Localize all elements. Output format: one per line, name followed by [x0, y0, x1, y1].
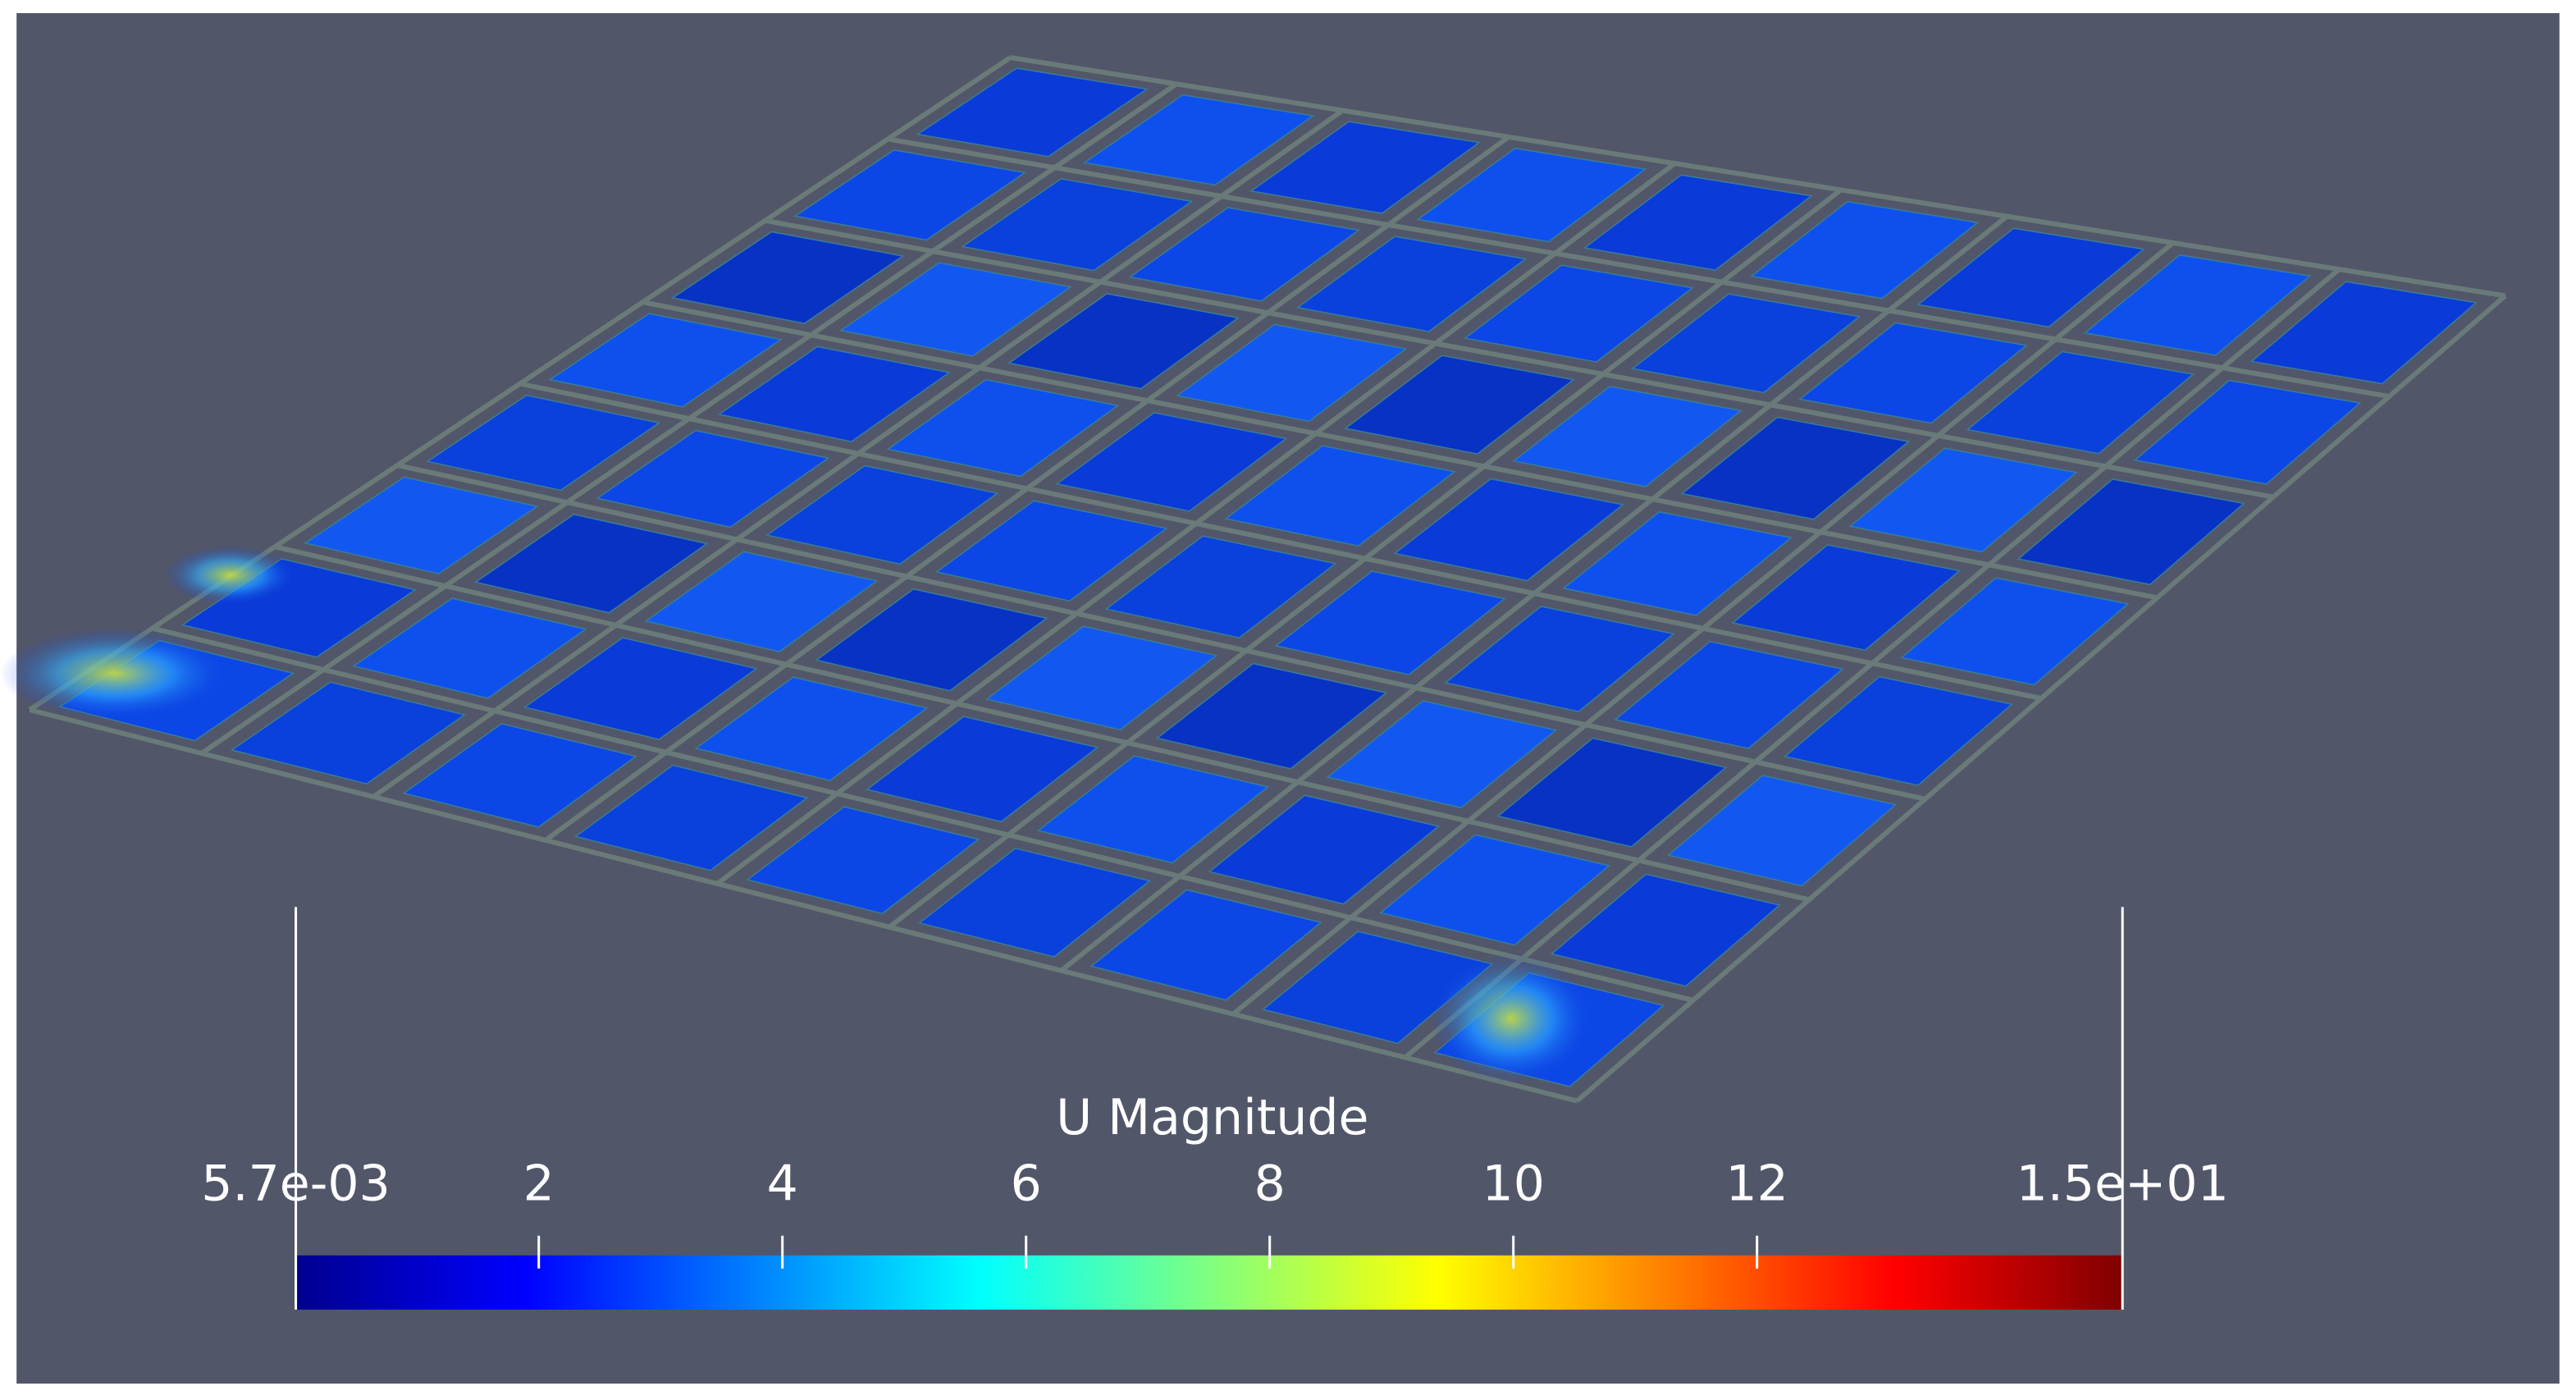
mesh-cell	[961, 178, 1194, 272]
mesh-cell	[1089, 889, 1322, 1001]
mesh-cell	[1155, 662, 1388, 770]
mesh-cell	[1562, 510, 1793, 616]
mesh-cell	[402, 723, 637, 828]
mesh-cell	[886, 378, 1120, 478]
mesh-cell	[1966, 350, 2195, 455]
mesh-cell	[934, 500, 1168, 602]
scalar-bar: U Magnitude 5.7e-03 2 4 6 8 10 12 1.5e+01	[201, 907, 2229, 1310]
mesh-cell	[1512, 385, 1743, 487]
mesh-cell	[1444, 605, 1675, 712]
mesh-rib	[1010, 55, 2506, 299]
mesh-cell	[1680, 416, 1911, 520]
mesh-cell	[473, 513, 709, 614]
color-ramp	[295, 1255, 2123, 1310]
mesh-cell	[573, 764, 809, 872]
mesh-cell	[352, 597, 587, 699]
mesh-rib	[274, 544, 1810, 903]
mesh-cell	[596, 429, 830, 528]
mesh-cell	[1295, 236, 1528, 332]
tick-label: 12	[1725, 1155, 1788, 1212]
tick-label: 1.5e+01	[2016, 1155, 2229, 1212]
mesh-cell	[1749, 200, 1980, 300]
mesh-cell	[1378, 834, 1611, 946]
mesh-cell	[694, 676, 929, 782]
mesh-cell	[1208, 794, 1441, 905]
tick-label: 4	[767, 1155, 798, 1212]
mesh-cell	[523, 637, 758, 740]
mesh-cell	[303, 476, 539, 574]
mesh-cell	[1175, 323, 1408, 423]
mesh-cell	[230, 681, 467, 785]
mesh-cell	[866, 716, 1099, 823]
mesh-cell	[1326, 700, 1558, 809]
hot-spot	[1429, 953, 1594, 1085]
mesh-cell	[717, 345, 952, 443]
mesh-cell	[1916, 227, 2146, 328]
tick-label: 5.7e-03	[201, 1155, 391, 1212]
tick-label: 10	[1482, 1155, 1544, 1212]
mesh-cell	[765, 464, 999, 565]
mesh-rib	[642, 300, 2158, 601]
mesh-cell	[426, 394, 661, 492]
mesh-cell	[1393, 478, 1624, 582]
mesh-cell	[2249, 281, 2478, 385]
mesh-cell	[670, 231, 905, 324]
mesh-cell	[1055, 412, 1288, 512]
mesh-rib	[765, 217, 2274, 500]
mesh-cell	[1631, 293, 1861, 394]
mesh-cell	[1496, 737, 1728, 848]
hot-spot	[0, 627, 231, 721]
mesh-cell	[1666, 775, 1898, 887]
surface-mesh	[28, 55, 2507, 1104]
mesh-cell	[1416, 147, 1647, 243]
mesh-rib	[887, 136, 2390, 400]
mesh-cell	[793, 149, 1027, 241]
mesh-cell	[1783, 675, 2013, 786]
mesh-cell	[746, 806, 980, 915]
mesh-cell	[548, 313, 783, 408]
mesh-cell	[1848, 447, 2078, 553]
tick-label: 6	[1011, 1155, 1042, 1212]
mesh-cell	[1036, 755, 1270, 864]
mesh-cell	[1104, 535, 1337, 639]
mesh-cell	[1463, 264, 1694, 364]
scalar-bar-title: U Magnitude	[1056, 1089, 1368, 1146]
tick-label: 8	[1254, 1155, 1286, 1212]
mesh-cell	[984, 625, 1218, 731]
mesh-cell	[2133, 379, 2362, 485]
mesh-cell	[1798, 322, 2028, 424]
mesh-cell	[644, 551, 879, 653]
mesh-cell	[838, 262, 1073, 357]
mesh-cell	[917, 847, 1152, 958]
mesh-cell	[1224, 445, 1456, 547]
mesh-cell	[1731, 544, 1962, 652]
mesh-cell	[1128, 207, 1361, 302]
mesh-rib	[151, 625, 1694, 1003]
mesh-cell	[2016, 478, 2246, 586]
mesh-cell	[1082, 94, 1315, 186]
mesh-cell	[1261, 931, 1494, 1045]
mesh-rib	[29, 707, 1578, 1104]
mesh-rib	[396, 462, 1926, 802]
mesh-cell	[1583, 174, 1814, 272]
mesh-cell	[2083, 254, 2312, 356]
mesh-cell	[916, 67, 1149, 158]
hot-spot	[164, 545, 296, 605]
mesh-cell	[1007, 292, 1240, 390]
mesh-cell	[1614, 640, 1844, 749]
mesh-cell	[815, 588, 1048, 692]
mesh-cell	[1550, 873, 1781, 987]
mesh-cell	[1344, 355, 1575, 455]
tick-label: 2	[523, 1155, 555, 1212]
mesh-cell	[1249, 121, 1482, 214]
mesh-cell	[1900, 577, 2130, 686]
mesh-rib	[519, 381, 2042, 701]
mesh-cell	[1274, 570, 1506, 676]
